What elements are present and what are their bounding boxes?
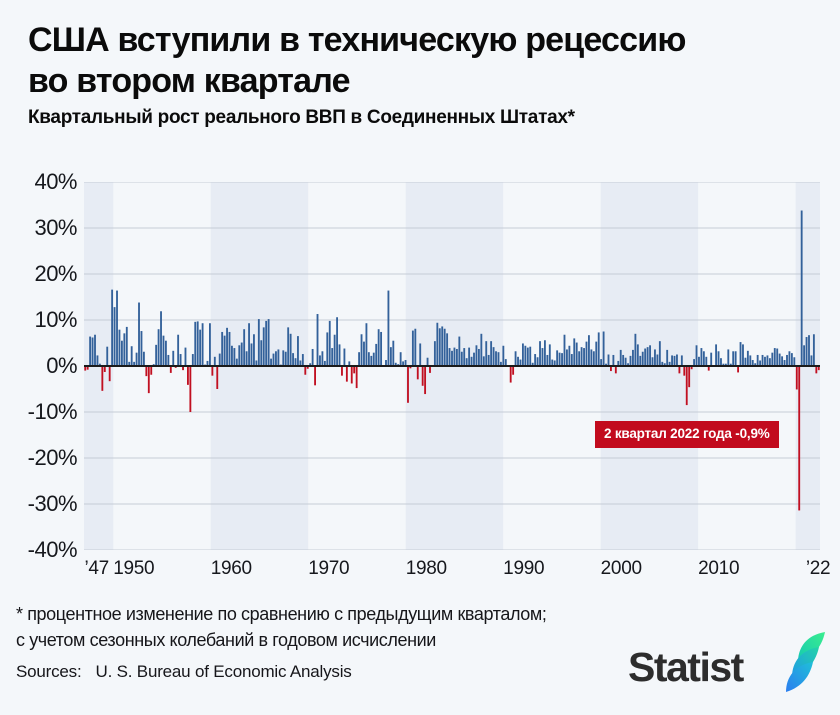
x-axis-label: 2000 [600,558,642,579]
y-axis-label: 20% [34,261,77,286]
x-axis-label: 1990 [503,558,545,579]
annotation-badge: 2 квартал 2022 года -0,9% [595,421,779,448]
statista-logo-text: Statist [628,644,744,690]
y-axis-label: -20% [27,445,78,470]
y-axis-label: -10% [27,399,78,424]
y-axis-label: -40% [27,537,78,562]
sources-text: U. S. Bureau of Economic Analysis [95,662,352,681]
bars-group [84,210,820,511]
x-axis-label: ’22 [805,558,831,579]
x-axis-label: 1970 [308,558,350,579]
y-axis-label: 30% [34,215,77,240]
x-axis-label: ’47 [84,558,109,579]
x-axis-label: 2010 [698,558,740,579]
gdp-bar-chart [84,181,820,551]
page-title: США вступили в техническую рецессию во в… [28,21,686,100]
statista-logo-leaf-icon [786,632,825,692]
sources-line: Sources: U. S. Bureau of Economic Analysi… [16,662,352,682]
sources-label: Sources: [16,662,82,681]
chart-canvas [84,181,820,551]
x-axis-label: 1980 [405,558,447,579]
footnote: * процентное изменение по сравнению с пр… [16,604,547,650]
x-axis-label: 1950 [113,558,155,579]
chart-subtitle: Квартальный рост реального ВВП в Соедине… [28,107,575,128]
x-axis-label: 1960 [210,558,252,579]
y-axis-label: 10% [34,307,77,332]
y-axis-label: 0% [46,353,77,378]
y-axis-label: 40% [34,169,77,194]
y-axis-label: -30% [27,491,78,516]
